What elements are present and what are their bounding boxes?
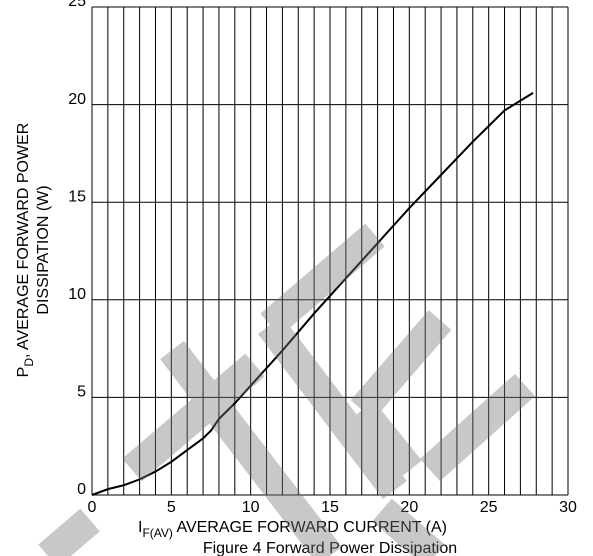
y-label-line2: DISSIPATION (W) [35, 185, 52, 314]
y-label-sub: D [22, 358, 36, 367]
x-label-main: I [138, 519, 142, 536]
x-tick-label: 20 [400, 499, 418, 516]
x-axis-label: IF(AV) AVERAGE FORWARD CURRENT (A) [138, 519, 447, 540]
x-tick-label: 10 [242, 499, 260, 516]
y-label-main: P [15, 367, 32, 378]
x-tick-label: 30 [559, 499, 577, 516]
y-tick-label: 15 [68, 188, 86, 205]
y-label-rest: , AVERAGE FORWARD POWER [15, 123, 32, 358]
chart-title: Figure 4 Forward Power Dissipation [203, 540, 457, 556]
x-tick-label: 25 [480, 499, 498, 516]
y-label-line1: PD, AVERAGE FORWARD POWER [15, 123, 36, 378]
data-line [91, 92, 534, 496]
y-axis-label: PD, AVERAGE FORWARD POWER DISSIPATION (W… [15, 123, 52, 378]
x-tick-label: 5 [167, 499, 176, 516]
watermark [38, 223, 536, 556]
y-tick-label: 20 [68, 91, 86, 108]
y-tick-label: 25 [68, 0, 86, 10]
y-tick-label: 10 [68, 286, 86, 303]
x-tick-label: 15 [321, 499, 339, 516]
x-tick-label: 0 [88, 499, 97, 516]
y-tick-label: 0 [77, 481, 86, 498]
y-tick-label: 5 [77, 384, 86, 401]
x-label-rest: AVERAGE FORWARD CURRENT (A) [173, 519, 447, 536]
x-label-sub: F(AV) [142, 526, 172, 540]
